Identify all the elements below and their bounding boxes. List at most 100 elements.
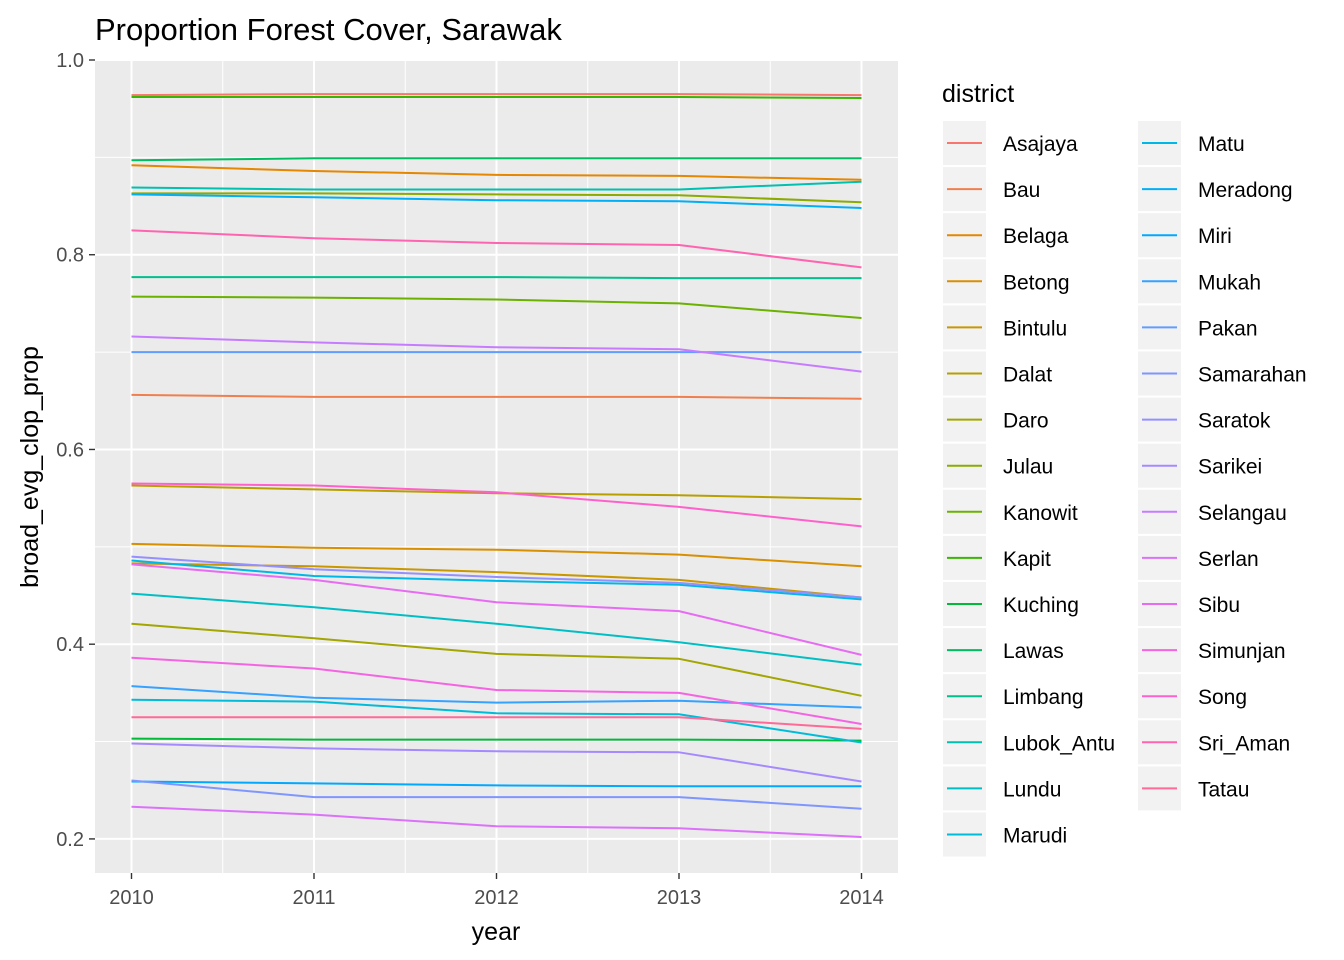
- legend-label: Betong: [1003, 271, 1070, 294]
- y-axis-title: broad_evg_clop_prop: [16, 346, 44, 588]
- legend-label: Dalat: [1003, 364, 1052, 387]
- legend-item-kuching: Kuching: [943, 582, 1079, 626]
- legend-item-lundu: Lundu: [943, 766, 1061, 811]
- legend-label: Julau: [1003, 456, 1053, 479]
- series-line-miri: [131, 780, 862, 788]
- series-line-lundu: [131, 592, 862, 666]
- legend-label: Sibu: [1198, 594, 1240, 617]
- series-line-kapit: [131, 96, 862, 99]
- axis-ticks: [89, 59, 863, 879]
- y-tick-label: 0.4: [56, 634, 84, 656]
- x-tick-label: 2014: [839, 887, 884, 909]
- legend-title: district: [942, 80, 1014, 108]
- legend-label: Saratok: [1198, 410, 1271, 433]
- legend-label: Bau: [1003, 179, 1040, 202]
- legend-label: Sri_Aman: [1198, 732, 1290, 755]
- x-tick-label: 2013: [657, 887, 702, 909]
- y-tick-label: 0.8: [56, 245, 84, 267]
- legend-label: Simunjan: [1198, 640, 1286, 663]
- legend-item-miri: Miri: [1138, 213, 1232, 258]
- series-line-sibu: [131, 563, 862, 656]
- legend-label: Serlan: [1198, 548, 1259, 571]
- legend-item-bintulu: Bintulu: [943, 305, 1067, 350]
- legend-item-sibu: Sibu: [1138, 582, 1240, 626]
- x-tick-labels: 2010 2011 2012 2013 2014: [109, 887, 884, 909]
- series-line-simunjan: [131, 656, 862, 725]
- legend-item-serlan: Serlan: [1138, 535, 1259, 580]
- chart-title: Proportion Forest Cover, Sarawak: [95, 12, 562, 47]
- series-line-daro: [131, 622, 862, 697]
- legend-label: Lundu: [1003, 778, 1061, 801]
- legend-label: Kapit: [1003, 548, 1051, 571]
- legend-item-song: Song: [1138, 674, 1247, 719]
- series-line-saratok: [131, 555, 862, 599]
- legend-label: Sarikei: [1198, 456, 1262, 479]
- series-line-serlan: [131, 805, 862, 838]
- legend-item-simunjan: Simunjan: [1138, 628, 1286, 673]
- y-tick-label: 0.6: [56, 439, 84, 461]
- legend-item-asajaya: Asajaya: [943, 121, 1078, 165]
- legend-item-limbang: Limbang: [943, 674, 1084, 719]
- x-axis-title: year: [472, 918, 521, 946]
- legend-item-dalat: Dalat: [943, 351, 1052, 396]
- grid-major: [95, 59, 898, 873]
- series-line-bau: [131, 393, 862, 400]
- legend-label: Tatau: [1198, 778, 1249, 801]
- legend-item-saratok: Saratok: [1138, 397, 1271, 442]
- series-line-matu: [131, 559, 862, 601]
- legend-label: Asajaya: [1003, 133, 1078, 156]
- legend-label: Pakan: [1198, 317, 1258, 340]
- series-line-song: [131, 482, 862, 528]
- legend-item-kapit: Kapit: [943, 535, 1051, 580]
- legend-item-lawas: Lawas: [943, 628, 1064, 673]
- legend-label: Marudi: [1003, 825, 1067, 848]
- series-line-sarikei: [131, 742, 862, 783]
- series-line-betong: [131, 542, 862, 568]
- series-line-meradong: [131, 193, 862, 209]
- y-tick-label: 1.0: [56, 50, 84, 72]
- series-line-lubok-antu: [131, 180, 862, 191]
- legend-item-tatau: Tatau: [1138, 766, 1249, 811]
- legend-item-pakan: Pakan: [1138, 305, 1258, 350]
- y-tick-label: 0.2: [56, 829, 84, 851]
- legend-label: Lawas: [1003, 640, 1064, 663]
- legend-item-belaga: Belaga: [943, 213, 1069, 258]
- legend-item-lubok-antu: Lubok_Antu: [943, 720, 1115, 765]
- legend-label: Samarahan: [1198, 364, 1307, 387]
- series-line-samarahan: [131, 779, 862, 810]
- legend-item-mukah: Mukah: [1138, 259, 1261, 304]
- series-line-marudi: [131, 698, 862, 744]
- legend-label: Belaga: [1003, 225, 1069, 248]
- legend-label: Song: [1198, 686, 1247, 709]
- x-tick-label: 2010: [109, 887, 154, 909]
- legend-label: Kanowit: [1003, 502, 1078, 525]
- legend-label: Miri: [1198, 225, 1232, 248]
- series-line-sri-aman: [131, 229, 862, 269]
- legend: Asajaya Bau Belaga Betong Bintulu Dalat Daro Ju…: [943, 121, 1307, 857]
- legend-item-sri-aman: Sri_Aman: [1138, 720, 1290, 765]
- series-line-kanowit: [131, 295, 862, 319]
- legend-label: Meradong: [1198, 179, 1293, 202]
- series-line-kuching: [131, 737, 862, 742]
- series-line-julau: [131, 192, 862, 204]
- legend-item-bau: Bau: [943, 167, 1040, 212]
- legend-item-marudi: Marudi: [943, 812, 1067, 857]
- legend-label: Mukah: [1198, 271, 1261, 294]
- legend-label: Daro: [1003, 410, 1049, 433]
- legend-item-julau: Julau: [943, 443, 1053, 488]
- y-tick-labels: 0.2 0.4 0.6 0.8 1.0: [56, 50, 84, 851]
- legend-label: Bintulu: [1003, 317, 1067, 340]
- series-lines: [131, 93, 862, 838]
- legend-label: Kuching: [1003, 594, 1079, 617]
- x-tick-label: 2012: [474, 887, 519, 909]
- series-line-selangau: [131, 335, 862, 373]
- series-line-asajaya: [131, 93, 862, 97]
- legend-item-daro: Daro: [943, 397, 1049, 442]
- legend-item-samarahan: Samarahan: [1138, 351, 1307, 396]
- series-line-tatau: [131, 716, 862, 730]
- legend-label: Limbang: [1003, 686, 1084, 709]
- series-line-lawas: [131, 157, 862, 162]
- legend-item-selangau: Selangau: [1138, 489, 1287, 534]
- legend-item-betong: Betong: [943, 259, 1070, 304]
